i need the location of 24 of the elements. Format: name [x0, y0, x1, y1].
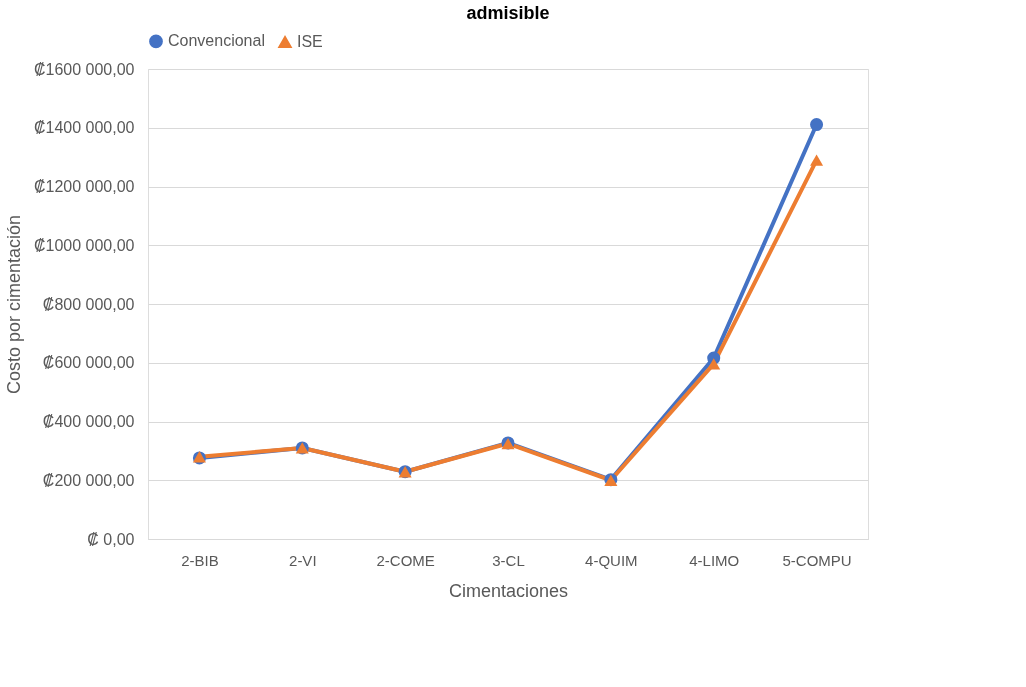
chart-title: admisible	[466, 3, 550, 23]
x-tick-label: 2-VI	[289, 551, 317, 569]
x-tick-label: 4-QUIM	[585, 551, 638, 569]
y-tick-label: ₡1200 000,00	[33, 178, 135, 195]
y-tick-label: ₡400 000,00	[42, 413, 135, 430]
legend-label: ISE	[297, 32, 323, 50]
x-tick-label: 2-BIB	[181, 551, 219, 569]
y-tick-label: ₡1400 000,00	[33, 119, 135, 137]
y-tick-label: ₡200 000,00	[42, 471, 135, 489]
point	[707, 358, 721, 370]
y-tick-label: ₡1000 000,00	[33, 236, 135, 254]
y-axis-title: Costo por cimentación	[3, 214, 24, 395]
x-tick-label: 4-LIMO	[689, 551, 740, 569]
x-axis-title: Cimentaciones	[448, 580, 569, 601]
y-tick-label: ₡ 0,00	[87, 530, 135, 548]
point	[810, 118, 824, 132]
y-tick-label: ₡800 000,00	[42, 295, 135, 313]
x-tick-label: 2-COME	[376, 551, 435, 569]
y-tick-label: ₡600 000,00	[42, 354, 135, 372]
legend-label: Convencional	[168, 32, 265, 50]
x-tick-label: 5-COMPU	[782, 551, 852, 569]
x-tick-label: 3-CL	[492, 551, 525, 569]
point	[810, 154, 824, 166]
y-tick-label: ₡1600 000,00	[33, 60, 135, 78]
